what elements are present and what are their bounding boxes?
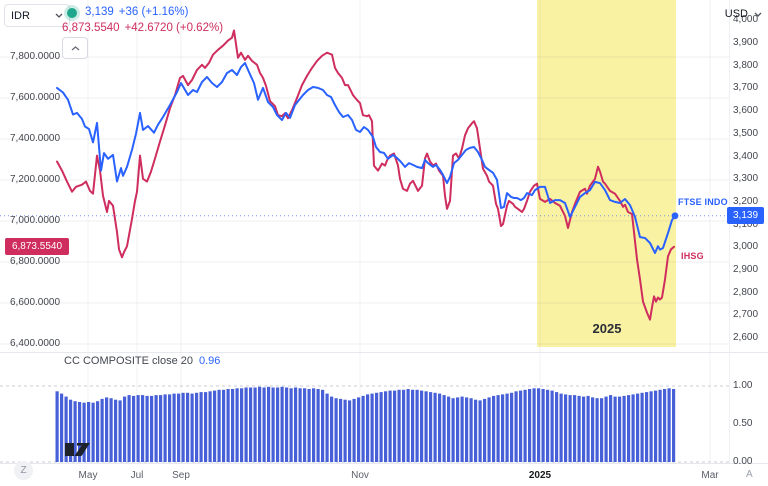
right-axis-tick: 3,500 (733, 127, 759, 139)
series-line-ftse-indo[interactable] (56, 62, 676, 254)
left-axis-tick: 7,800.0000 (10, 50, 61, 62)
left-axis-tick: 7,600.0000 (10, 91, 61, 103)
right-currency-label: USD (724, 8, 748, 20)
left-axis-tick: 7,000.0000 (10, 214, 61, 226)
right-axis-tick: 3,400 (733, 150, 759, 162)
left-currency-label: IDR (11, 9, 30, 22)
highlight-band-2025 (537, 0, 676, 347)
chevron-down-icon (754, 12, 762, 17)
series-line-ihsg[interactable] (56, 29, 675, 321)
left-axis-tick: 6,800.0000 (10, 255, 61, 267)
legend-marker-dot[interactable] (67, 8, 77, 18)
legend-row-ftse[interactable]: 3,139 +36 (+1.16%) (85, 6, 188, 18)
time-axis-tick: Mar (701, 470, 719, 481)
right-axis-tick: 3,700 (733, 82, 759, 94)
ihsg-price-badge: 6,873.5540 (5, 238, 69, 256)
correlation-histogram (55, 386, 676, 462)
collapse-legend-button[interactable] (62, 37, 88, 59)
chevron-down-icon (55, 13, 63, 18)
left-axis-tick: 6,400.0000 (10, 337, 61, 349)
right-axis-tick: 4,000 (733, 14, 759, 26)
left-axis-tick: 6,600.0000 (10, 296, 61, 308)
right-axis-tick: 3,100 (733, 218, 759, 230)
series-end-dot (671, 212, 679, 220)
corner-chip-a: A (746, 469, 753, 480)
right-axis-tick: 2,700 (733, 309, 759, 321)
series-label-ihsg: IHSG (681, 251, 704, 261)
legend-value: 3,139 (85, 6, 114, 18)
legend-row-ihsg[interactable]: 6,873.5540 +42.6720 (+0.62%) (62, 22, 223, 34)
left-axis-tick: 7,200.0000 (10, 173, 61, 185)
time-axis-tick: Jul (130, 470, 144, 481)
time-axis-tick: May (78, 470, 98, 481)
time-axis-tick: 2025 (528, 470, 552, 481)
highlight-band-label: 2025 (592, 321, 622, 336)
indicator-axis-tick: 1.00 (733, 380, 753, 391)
legend-value: 6,873.5540 (62, 22, 120, 34)
right-axis-tick: 3,000 (733, 241, 759, 253)
indicator-value: 0.96 (198, 355, 221, 367)
indicator-axis-tick: 0.50 (733, 418, 753, 429)
right-axis-tick: 3,200 (733, 195, 759, 207)
right-axis-tick: 3,300 (733, 173, 759, 185)
tradingview-logo[interactable] (65, 443, 90, 456)
legend-change: +42.6720 (+0.62%) (124, 22, 224, 34)
left-currency-selector[interactable]: IDR (4, 4, 70, 27)
ftse-price-badge: 3,139 (727, 207, 764, 225)
left-axis-tick: 7,400.0000 (10, 132, 61, 144)
time-axis-tick: Sep (172, 470, 190, 481)
series-label-ftse-indo: FTSE INDO (678, 197, 728, 207)
legend-change: +36 (+1.16%) (118, 6, 189, 18)
right-currency-selector[interactable]: USD (723, 4, 764, 24)
corner-chip-z[interactable]: Z (14, 461, 33, 480)
right-axis-tick: 2,800 (733, 286, 759, 298)
indicator-title: CC COMPOSITE close 20 (64, 355, 193, 367)
right-axis-tick: 2,600 (733, 332, 759, 344)
time-axis-tick: Nov (351, 470, 369, 481)
indicator-legend[interactable]: CC COMPOSITE close 20 0.96 (64, 355, 220, 367)
right-axis-tick: 2,900 (733, 264, 759, 275)
chevron-up-icon (71, 45, 79, 50)
right-axis-tick: 3,600 (733, 105, 759, 117)
indicator-axis-tick: 0.00 (733, 456, 753, 467)
right-axis-tick: 3,800 (733, 59, 759, 71)
right-axis-tick: 3,900 (733, 36, 759, 48)
